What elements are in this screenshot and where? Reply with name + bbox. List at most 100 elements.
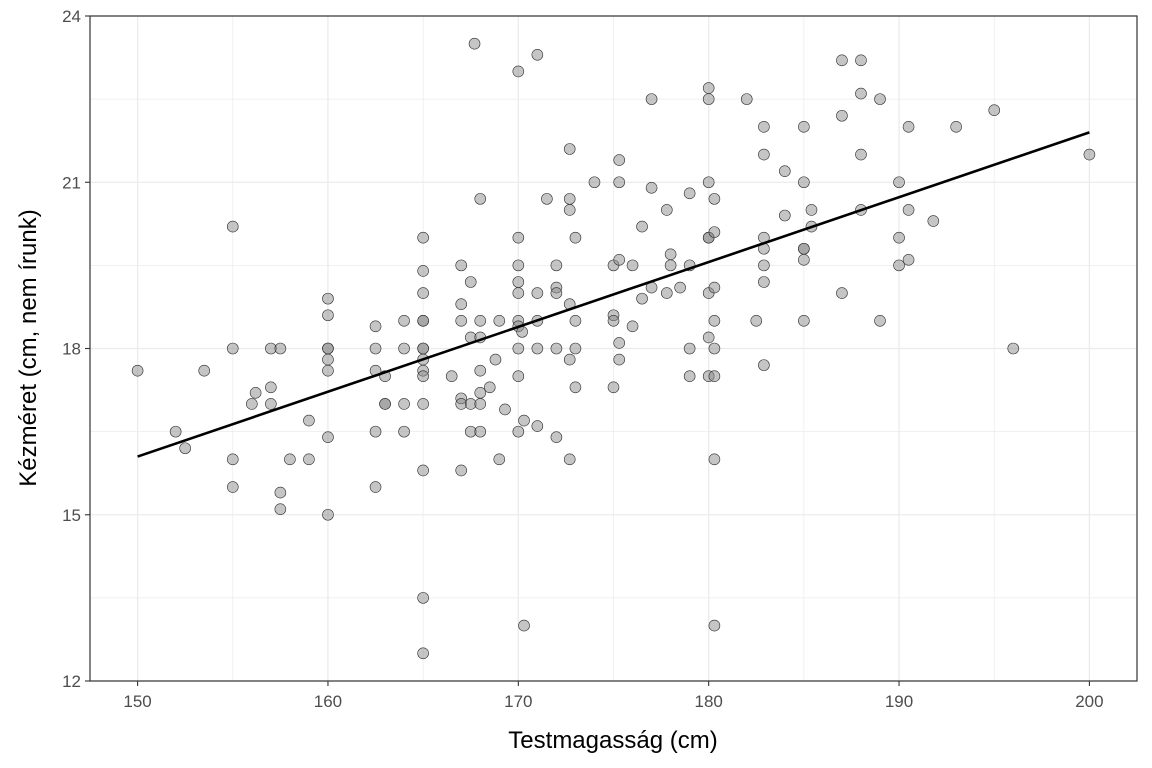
x-tick-label: 190 bbox=[885, 692, 913, 711]
data-point bbox=[702, 82, 715, 94]
data-point bbox=[322, 353, 334, 366]
data-point bbox=[474, 425, 487, 438]
data-point bbox=[303, 453, 315, 466]
data-point bbox=[758, 359, 770, 371]
data-point bbox=[274, 342, 287, 355]
data-point bbox=[398, 398, 410, 410]
data-point bbox=[607, 314, 620, 327]
x-tick-label: 180 bbox=[694, 692, 722, 711]
data-point bbox=[702, 176, 715, 189]
data-point bbox=[798, 254, 810, 266]
data-point bbox=[246, 398, 258, 410]
data-point bbox=[322, 364, 334, 377]
data-point bbox=[798, 176, 810, 189]
data-point bbox=[531, 342, 544, 355]
data-point bbox=[569, 381, 582, 394]
data-point bbox=[569, 342, 582, 355]
data-point bbox=[563, 204, 576, 216]
data-point bbox=[445, 370, 458, 383]
data-point bbox=[531, 287, 544, 299]
data-point bbox=[661, 287, 673, 299]
data-point bbox=[417, 287, 429, 299]
data-point bbox=[674, 281, 686, 294]
data-point bbox=[798, 242, 810, 255]
data-point bbox=[702, 93, 715, 105]
data-point bbox=[417, 231, 429, 244]
data-point bbox=[417, 314, 429, 327]
data-point bbox=[226, 220, 239, 233]
data-point bbox=[474, 364, 487, 377]
data-point bbox=[779, 209, 791, 222]
data-point bbox=[902, 121, 915, 133]
x-tick-label: 200 bbox=[1075, 692, 1103, 711]
data-point bbox=[874, 93, 886, 105]
data-point bbox=[855, 87, 867, 100]
data-point bbox=[417, 647, 429, 660]
data-point bbox=[613, 353, 626, 366]
data-point bbox=[226, 342, 239, 355]
data-point bbox=[588, 176, 601, 189]
data-point bbox=[758, 259, 770, 272]
data-point bbox=[512, 342, 525, 355]
data-point bbox=[550, 259, 563, 272]
data-point bbox=[988, 104, 1001, 117]
data-point bbox=[893, 231, 905, 244]
data-point bbox=[303, 414, 315, 427]
data-point bbox=[468, 37, 481, 50]
data-point bbox=[902, 204, 915, 216]
data-point bbox=[708, 193, 721, 205]
data-point bbox=[836, 109, 848, 122]
data-point bbox=[708, 342, 721, 355]
data-point bbox=[474, 387, 487, 399]
data-point bbox=[607, 381, 620, 394]
data-point bbox=[636, 220, 648, 233]
x-tick-label: 150 bbox=[123, 692, 151, 711]
data-point bbox=[563, 143, 576, 155]
data-point bbox=[779, 165, 791, 177]
data-point bbox=[369, 320, 382, 333]
data-point bbox=[541, 193, 553, 205]
data-point bbox=[322, 342, 334, 355]
data-point bbox=[664, 259, 677, 272]
x-axis-title: Testmagasság (cm) bbox=[508, 727, 717, 754]
data-point bbox=[369, 425, 382, 438]
data-point bbox=[550, 287, 563, 299]
data-point bbox=[489, 353, 502, 366]
data-point bbox=[758, 121, 770, 133]
data-point bbox=[322, 431, 334, 443]
data-point bbox=[322, 309, 334, 322]
data-point bbox=[563, 453, 576, 466]
data-point bbox=[499, 403, 511, 416]
data-point bbox=[927, 215, 940, 227]
data-point bbox=[569, 314, 582, 327]
data-point bbox=[274, 486, 287, 499]
data-point bbox=[455, 298, 468, 310]
data-point bbox=[417, 592, 429, 604]
data-point bbox=[284, 453, 296, 466]
data-point bbox=[950, 121, 962, 133]
data-point bbox=[493, 453, 506, 466]
data-point bbox=[708, 453, 721, 466]
data-point bbox=[274, 503, 287, 516]
data-point bbox=[683, 370, 696, 383]
data-point bbox=[893, 176, 905, 189]
data-point bbox=[836, 54, 848, 67]
data-point bbox=[645, 181, 658, 194]
data-point bbox=[645, 93, 658, 105]
data-point bbox=[455, 259, 468, 272]
data-point bbox=[613, 337, 626, 349]
y-tick-label: 15 bbox=[62, 506, 81, 525]
data-point bbox=[474, 193, 487, 205]
data-point bbox=[708, 226, 721, 238]
data-point bbox=[708, 619, 721, 632]
data-point bbox=[369, 342, 382, 355]
data-point bbox=[512, 287, 525, 299]
data-point bbox=[518, 619, 530, 632]
data-point bbox=[417, 265, 429, 277]
data-point bbox=[1007, 342, 1020, 355]
data-point bbox=[626, 320, 639, 333]
data-point bbox=[417, 342, 429, 355]
data-point bbox=[740, 93, 753, 105]
data-point bbox=[483, 381, 496, 394]
